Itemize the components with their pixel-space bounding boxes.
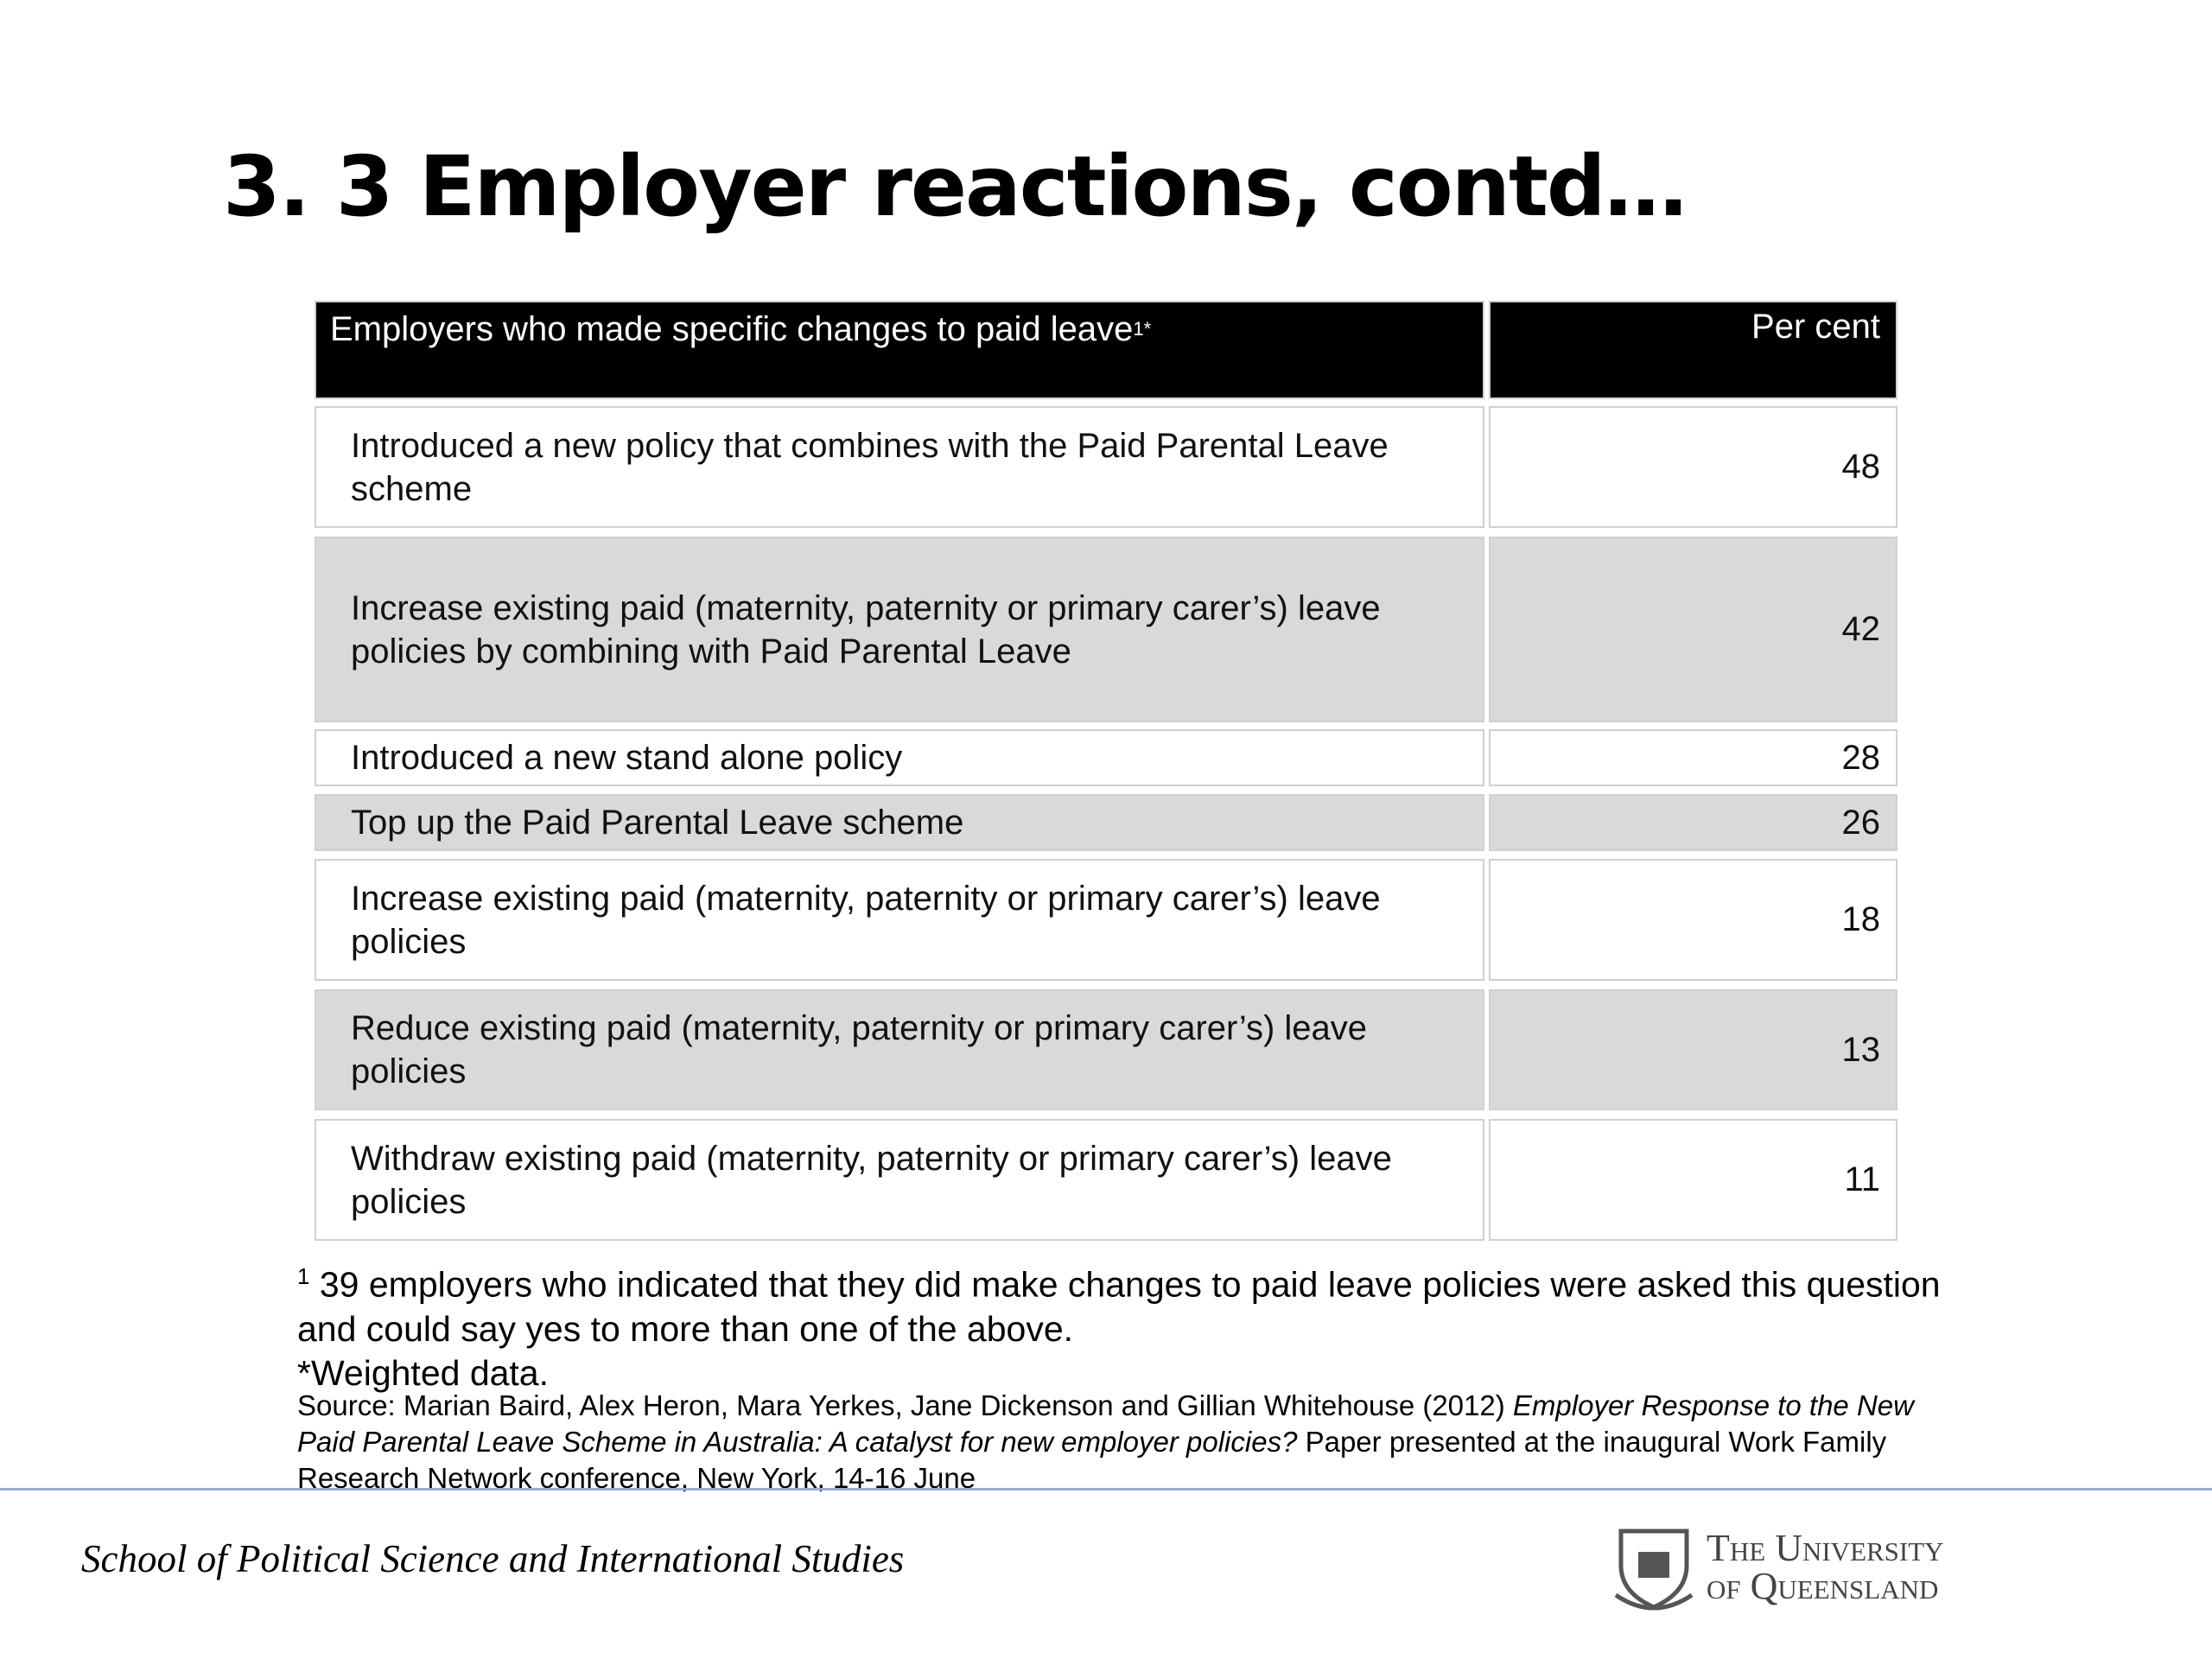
row-label: Withdraw existing paid (maternity, pater… (315, 1119, 1484, 1241)
row-value: 42 (1489, 537, 1897, 722)
row-value: 13 (1489, 989, 1897, 1110)
row-label: Increase existing paid (maternity, pater… (315, 859, 1484, 981)
header-value: Per cent (1489, 301, 1897, 399)
header-label: Employers who made specific changes to p… (315, 301, 1484, 399)
school-name: School of Political Science and Internat… (81, 1537, 905, 1580)
footnote-mark: 1 (297, 1263, 310, 1289)
slide-title: 3. 3 Employer reactions, contd… (223, 138, 1688, 235)
footnote: 39 employers who indicated that they did… (297, 1264, 1941, 1349)
source: Source: Marian Baird, Alex Heron, Mara Y… (297, 1388, 1965, 1497)
row-label: Introduced a new stand alone policy (315, 729, 1484, 786)
crest (1614, 1529, 1694, 1611)
row-label: Introduced a new policy that combines wi… (315, 406, 1484, 528)
row-label: Increase existing paid (maternity, pater… (315, 537, 1484, 722)
footnotes: 1 39 employers who indicated that they d… (297, 1255, 1956, 1395)
row-value: 28 (1489, 729, 1897, 786)
row-value: 11 (1489, 1119, 1897, 1241)
university-line: The University (1707, 1527, 1944, 1569)
row-value: 26 (1489, 794, 1897, 851)
row-label: Reduce existing paid (maternity, paterni… (315, 989, 1484, 1110)
row-value: 18 (1489, 859, 1897, 981)
source-pre: Source: Marian Baird, Alex Heron, Mara Y… (297, 1389, 1505, 1421)
divider (0, 1488, 2212, 1491)
header-text: Employers who made specific changes to p… (330, 310, 1134, 348)
row-value: 48 (1489, 406, 1897, 528)
row-label: Top up the Paid Parental Leave scheme (315, 794, 1484, 851)
source-title: Employer Response to the New Paid Parent… (297, 1389, 1914, 1458)
header-sup: 1* (1133, 318, 1152, 340)
university-line: of Queensland (1707, 1565, 1939, 1607)
university: The University of Queensland (1707, 1529, 1944, 1605)
weighted-note: *Weighted data. (297, 1352, 550, 1393)
